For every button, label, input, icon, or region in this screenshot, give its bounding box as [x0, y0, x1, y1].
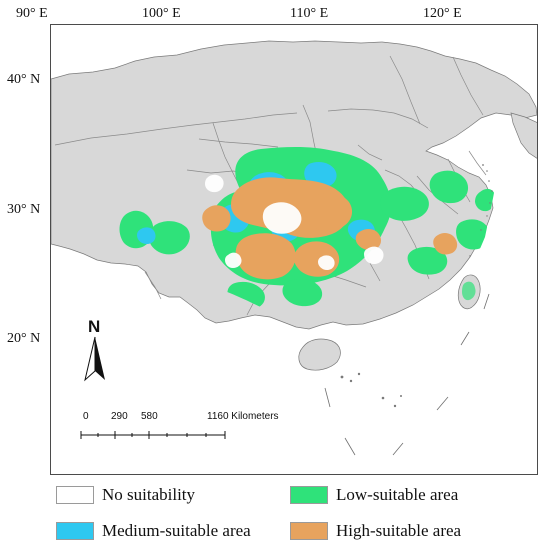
- scale-bar: 0 290 580 1160 Kilometers: [77, 411, 287, 451]
- longitude-label-90e: 90° E: [16, 6, 48, 21]
- no-suitability-voids: [205, 174, 384, 270]
- scale-label-1160-km: 1160 Kilometers: [207, 411, 279, 422]
- legend-label-no-suitability: No suitability: [102, 485, 196, 504]
- legend-label-low-suitable: Low-suitable area: [336, 485, 459, 504]
- taiwan-suitable-patch: [462, 281, 476, 301]
- map-canvas: [51, 40, 537, 456]
- longitude-label-110e: 110° E: [290, 6, 329, 21]
- coastal-speckle: [469, 164, 493, 257]
- maritime-boundary-lines: [324, 293, 490, 456]
- scale-label-290: 290: [111, 411, 128, 422]
- legend-item-low-suitable: Low-suitable area: [290, 482, 458, 508]
- legend-item-high-suitable: High-suitable area: [290, 518, 461, 544]
- legend-swatch-medium-suitable: [56, 522, 94, 540]
- north-arrow-icon: [84, 336, 105, 382]
- scale-bar-line: [80, 431, 226, 439]
- longitude-label-120e: 120° E: [423, 6, 462, 21]
- legend-label-medium-suitable: Medium-suitable area: [102, 521, 251, 540]
- legend-item-medium-suitable: Medium-suitable area: [56, 518, 251, 544]
- legend-item-no-suitability: No suitability: [56, 482, 195, 508]
- scale-label-0: 0: [83, 411, 89, 422]
- legend-label-high-suitable: High-suitable area: [336, 521, 462, 540]
- legend-swatch-high-suitable: [290, 522, 328, 540]
- map-frame: N 0 290 580 1160 Kilometers: [50, 24, 538, 475]
- longitude-label-100e: 100° E: [142, 6, 181, 21]
- legend: No suitability Low-suitable area Medium-…: [0, 475, 550, 550]
- hainan-island: [298, 338, 341, 371]
- korea-land: [510, 112, 537, 159]
- north-label: N: [88, 317, 101, 336]
- legend-swatch-low-suitable: [290, 486, 328, 504]
- scale-label-580: 580: [141, 411, 158, 422]
- south-china-sea-islets: [340, 372, 402, 408]
- latitude-label-30n: 30° N: [7, 202, 41, 217]
- legend-swatch-no-suitability: [56, 486, 94, 504]
- latitude-label-40n: 40° N: [7, 72, 41, 87]
- latitude-label-20n: 20° N: [7, 331, 41, 346]
